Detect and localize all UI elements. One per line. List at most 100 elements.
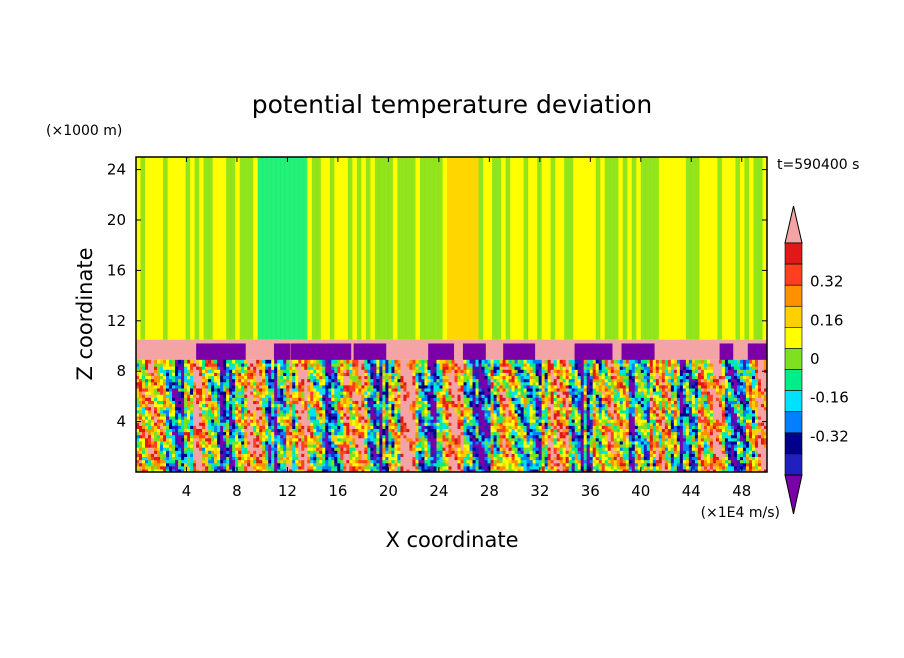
lower-cell xyxy=(457,434,462,439)
lower-cell xyxy=(397,428,402,433)
lower-cell xyxy=(256,453,260,458)
lower-cell xyxy=(196,375,200,380)
tropopause-blob xyxy=(621,343,631,361)
lower-cell xyxy=(421,465,426,470)
lower-cell xyxy=(307,425,311,429)
lower-cell xyxy=(190,419,194,423)
lower-cell xyxy=(166,440,170,445)
lower-cell xyxy=(319,459,323,464)
lower-cell xyxy=(349,456,353,461)
lower-cell xyxy=(358,419,362,423)
lower-cell xyxy=(157,378,161,383)
lower-cell xyxy=(499,462,504,467)
lower-cell xyxy=(319,443,323,448)
lower-cell xyxy=(532,412,537,417)
lower-cell xyxy=(376,443,380,448)
lower-cell xyxy=(415,431,420,436)
lower-cell xyxy=(394,465,399,470)
lower-cell xyxy=(172,397,176,401)
lower-cell xyxy=(268,437,272,442)
lower-cell xyxy=(421,375,426,380)
lower-cell xyxy=(220,434,224,439)
lower-cell xyxy=(142,369,146,373)
lower-cell xyxy=(412,443,417,448)
lower-cell xyxy=(493,375,498,380)
lower-cell xyxy=(301,437,305,442)
lower-cell xyxy=(361,415,365,420)
lower-cell xyxy=(271,422,275,426)
lower-cell xyxy=(169,359,173,364)
lower-cell xyxy=(361,387,365,392)
lower-cell xyxy=(457,468,462,472)
lower-cell xyxy=(307,412,311,417)
lower-cell xyxy=(388,468,393,472)
lower-cell xyxy=(202,440,206,445)
lower-cell xyxy=(154,372,158,377)
lower-cell xyxy=(334,437,338,442)
lower-cell xyxy=(208,437,212,442)
lower-cell xyxy=(208,359,212,364)
lower-cell xyxy=(253,415,257,420)
lower-cell xyxy=(484,425,489,429)
lower-cell xyxy=(151,400,155,405)
lower-cell xyxy=(412,440,417,445)
lower-cell xyxy=(241,465,245,470)
upper-column xyxy=(307,157,313,340)
lower-cell xyxy=(340,400,344,405)
lower-cell xyxy=(238,468,242,472)
lower-cell xyxy=(529,443,534,448)
lower-cell xyxy=(409,412,414,417)
lower-cell xyxy=(277,468,281,472)
lower-cell xyxy=(259,459,263,464)
lower-cell xyxy=(532,440,537,445)
lower-cell xyxy=(223,465,227,470)
lower-cell xyxy=(403,431,408,436)
lower-cell xyxy=(148,397,152,401)
lower-cell xyxy=(529,462,534,467)
lower-cell xyxy=(511,437,516,442)
lower-cell xyxy=(388,372,393,377)
lower-cell xyxy=(250,391,254,395)
lower-cell xyxy=(301,434,305,439)
lower-cell xyxy=(484,415,489,420)
lower-cell xyxy=(295,403,299,408)
y-unit-label: (×1000 m) xyxy=(46,123,122,139)
lower-cell xyxy=(487,400,492,405)
lower-cell xyxy=(280,422,284,426)
lower-cell xyxy=(355,378,359,383)
upper-column xyxy=(172,157,178,340)
lower-cell xyxy=(493,437,498,442)
lower-cell xyxy=(268,447,272,451)
lower-cell xyxy=(424,387,429,392)
lower-cell xyxy=(478,422,483,426)
lower-cell xyxy=(166,359,170,364)
lower-cell xyxy=(274,362,278,367)
lower-cell xyxy=(139,378,143,383)
lower-cell xyxy=(220,387,224,392)
lower-cell xyxy=(142,468,146,472)
lower-cell xyxy=(184,434,188,439)
lower-cell xyxy=(502,456,507,461)
lower-cell xyxy=(370,369,374,373)
lower-cell xyxy=(400,428,405,433)
lower-cell xyxy=(427,362,432,367)
lower-cell xyxy=(442,440,447,445)
lower-cell xyxy=(241,422,245,426)
upper-column xyxy=(474,157,480,340)
lower-cell xyxy=(364,387,368,392)
lower-cell xyxy=(439,372,444,377)
lower-cell xyxy=(520,400,525,405)
upper-column xyxy=(685,157,691,340)
lower-cell xyxy=(250,394,254,398)
lower-cell xyxy=(316,372,320,377)
lower-cell xyxy=(262,412,266,417)
lower-cell xyxy=(217,425,221,429)
lower-cell xyxy=(337,403,341,408)
lower-cell xyxy=(172,400,176,405)
lower-cell xyxy=(469,406,474,411)
lower-cell xyxy=(232,372,236,377)
lower-cell xyxy=(442,431,447,436)
lower-cell xyxy=(166,400,170,405)
lower-cell xyxy=(484,394,489,398)
lower-cell xyxy=(478,437,483,442)
